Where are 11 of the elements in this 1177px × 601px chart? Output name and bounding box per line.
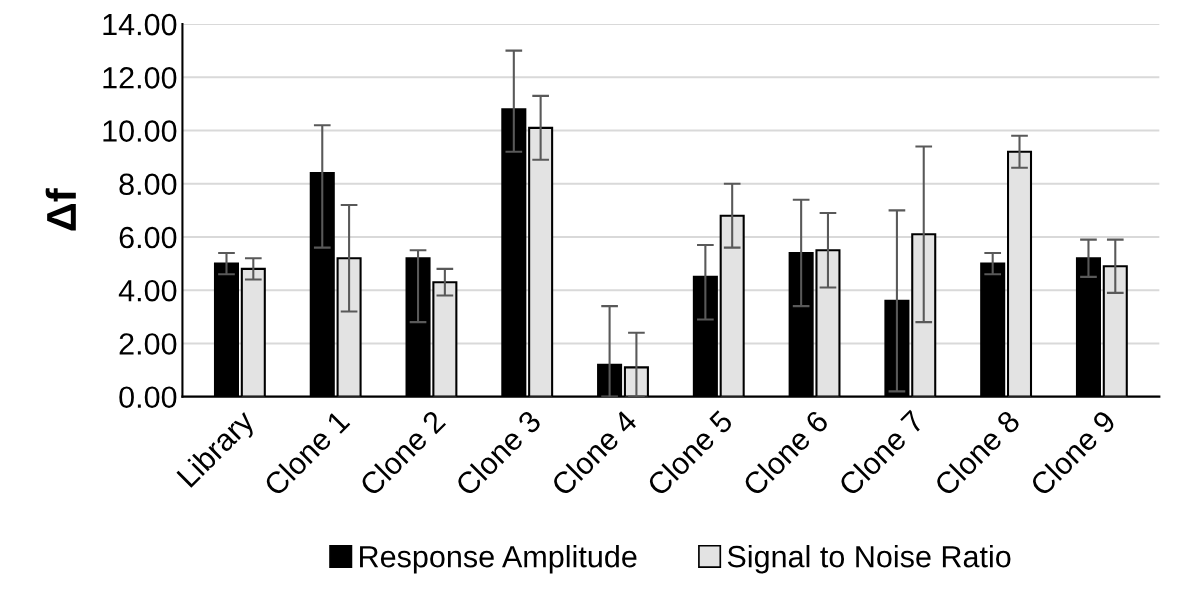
y-tick-label: 4.00 bbox=[118, 279, 177, 302]
y-tick-label: 2.00 bbox=[119, 333, 177, 355]
legend-label: Response Amplitude bbox=[360, 545, 637, 574]
y-tick-label: 14.00 bbox=[103, 13, 177, 36]
legend-label: Signal to Noise Ratio bbox=[727, 545, 1011, 574]
y-tick-label: 6.00 bbox=[119, 226, 177, 249]
y-tick-label: 10.00 bbox=[103, 120, 177, 142]
y-axis-title: Δf bbox=[45, 188, 76, 231]
y-tick-label: 12.00 bbox=[103, 67, 177, 89]
y-tick-label: 8.00 bbox=[119, 173, 177, 196]
y-tick-label: 0.00 bbox=[119, 386, 177, 409]
